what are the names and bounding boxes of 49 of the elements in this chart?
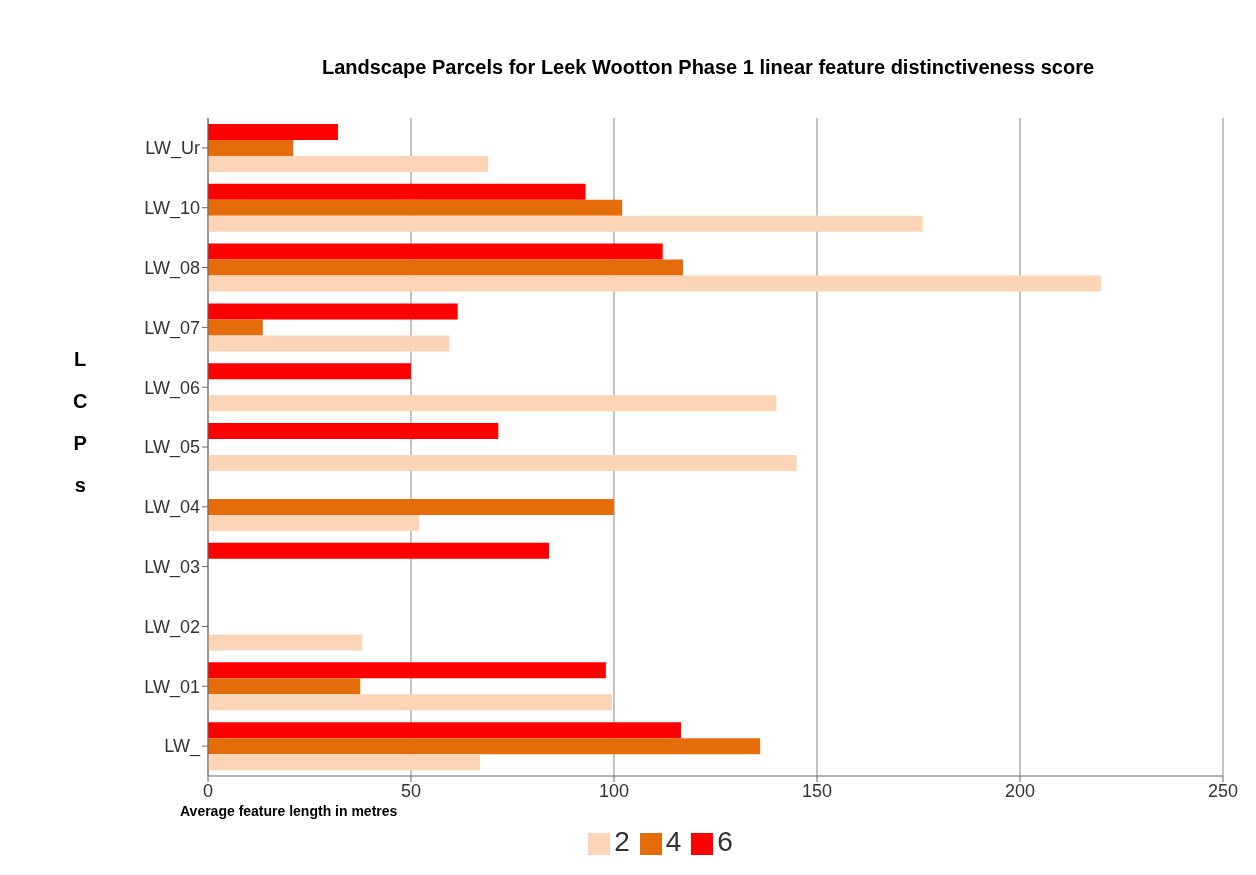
y-tick-label: LW_01 bbox=[144, 676, 200, 698]
bar bbox=[208, 363, 411, 380]
x-tick-label: 200 bbox=[1004, 780, 1036, 801]
x-axis-title: Average feature length in metres bbox=[180, 803, 398, 819]
x-tick-label: 100 bbox=[598, 780, 630, 801]
bar bbox=[208, 199, 623, 216]
bar bbox=[208, 243, 663, 260]
bar bbox=[208, 634, 363, 651]
bar bbox=[208, 183, 586, 200]
bar bbox=[208, 542, 550, 559]
y-tick-label: LW_03 bbox=[144, 557, 200, 579]
x-tick-label: 50 bbox=[400, 780, 422, 801]
y-tick-label: LW_02 bbox=[144, 616, 200, 638]
y-tick-label: LW_08 bbox=[144, 257, 200, 279]
bar bbox=[208, 754, 481, 771]
bar bbox=[208, 123, 338, 140]
x-tick-label: 250 bbox=[1207, 780, 1239, 801]
x-tick-label: 0 bbox=[202, 780, 214, 801]
bar bbox=[208, 694, 612, 711]
y-axis-title: LCPs bbox=[73, 347, 88, 498]
bar bbox=[208, 722, 681, 739]
y-tick-label: LW_10 bbox=[144, 198, 200, 220]
y-tick-label: LW_04 bbox=[144, 497, 200, 519]
bar bbox=[208, 319, 263, 336]
bar bbox=[208, 303, 458, 320]
bar bbox=[208, 514, 420, 531]
bar bbox=[208, 738, 761, 755]
y-tick-label: LW_ bbox=[164, 736, 201, 758]
bar bbox=[208, 155, 489, 172]
bar bbox=[208, 215, 923, 232]
chart-title: Landscape Parcels for Leek Wootton Phase 1 linear feature distinctiveness score bbox=[320, 56, 1096, 79]
x-tick-label: 150 bbox=[801, 780, 833, 801]
y-tick-label: LW_07 bbox=[144, 317, 200, 339]
legend-label: 4 bbox=[665, 826, 682, 857]
bar bbox=[208, 662, 606, 679]
y-tick-label: LW_05 bbox=[144, 437, 200, 459]
y-tick-label: LW_06 bbox=[144, 377, 200, 399]
bar bbox=[208, 275, 1102, 292]
bar bbox=[208, 335, 450, 352]
bar bbox=[208, 678, 361, 695]
bar bbox=[208, 423, 499, 440]
legend-label: 2 bbox=[614, 826, 630, 857]
bar bbox=[208, 259, 684, 276]
bar bbox=[208, 139, 294, 156]
legend-label: 6 bbox=[717, 826, 733, 857]
bar bbox=[208, 455, 797, 472]
bar bbox=[208, 395, 777, 412]
bar bbox=[208, 498, 614, 515]
y-tick-label: LW_Ur bbox=[145, 138, 200, 160]
